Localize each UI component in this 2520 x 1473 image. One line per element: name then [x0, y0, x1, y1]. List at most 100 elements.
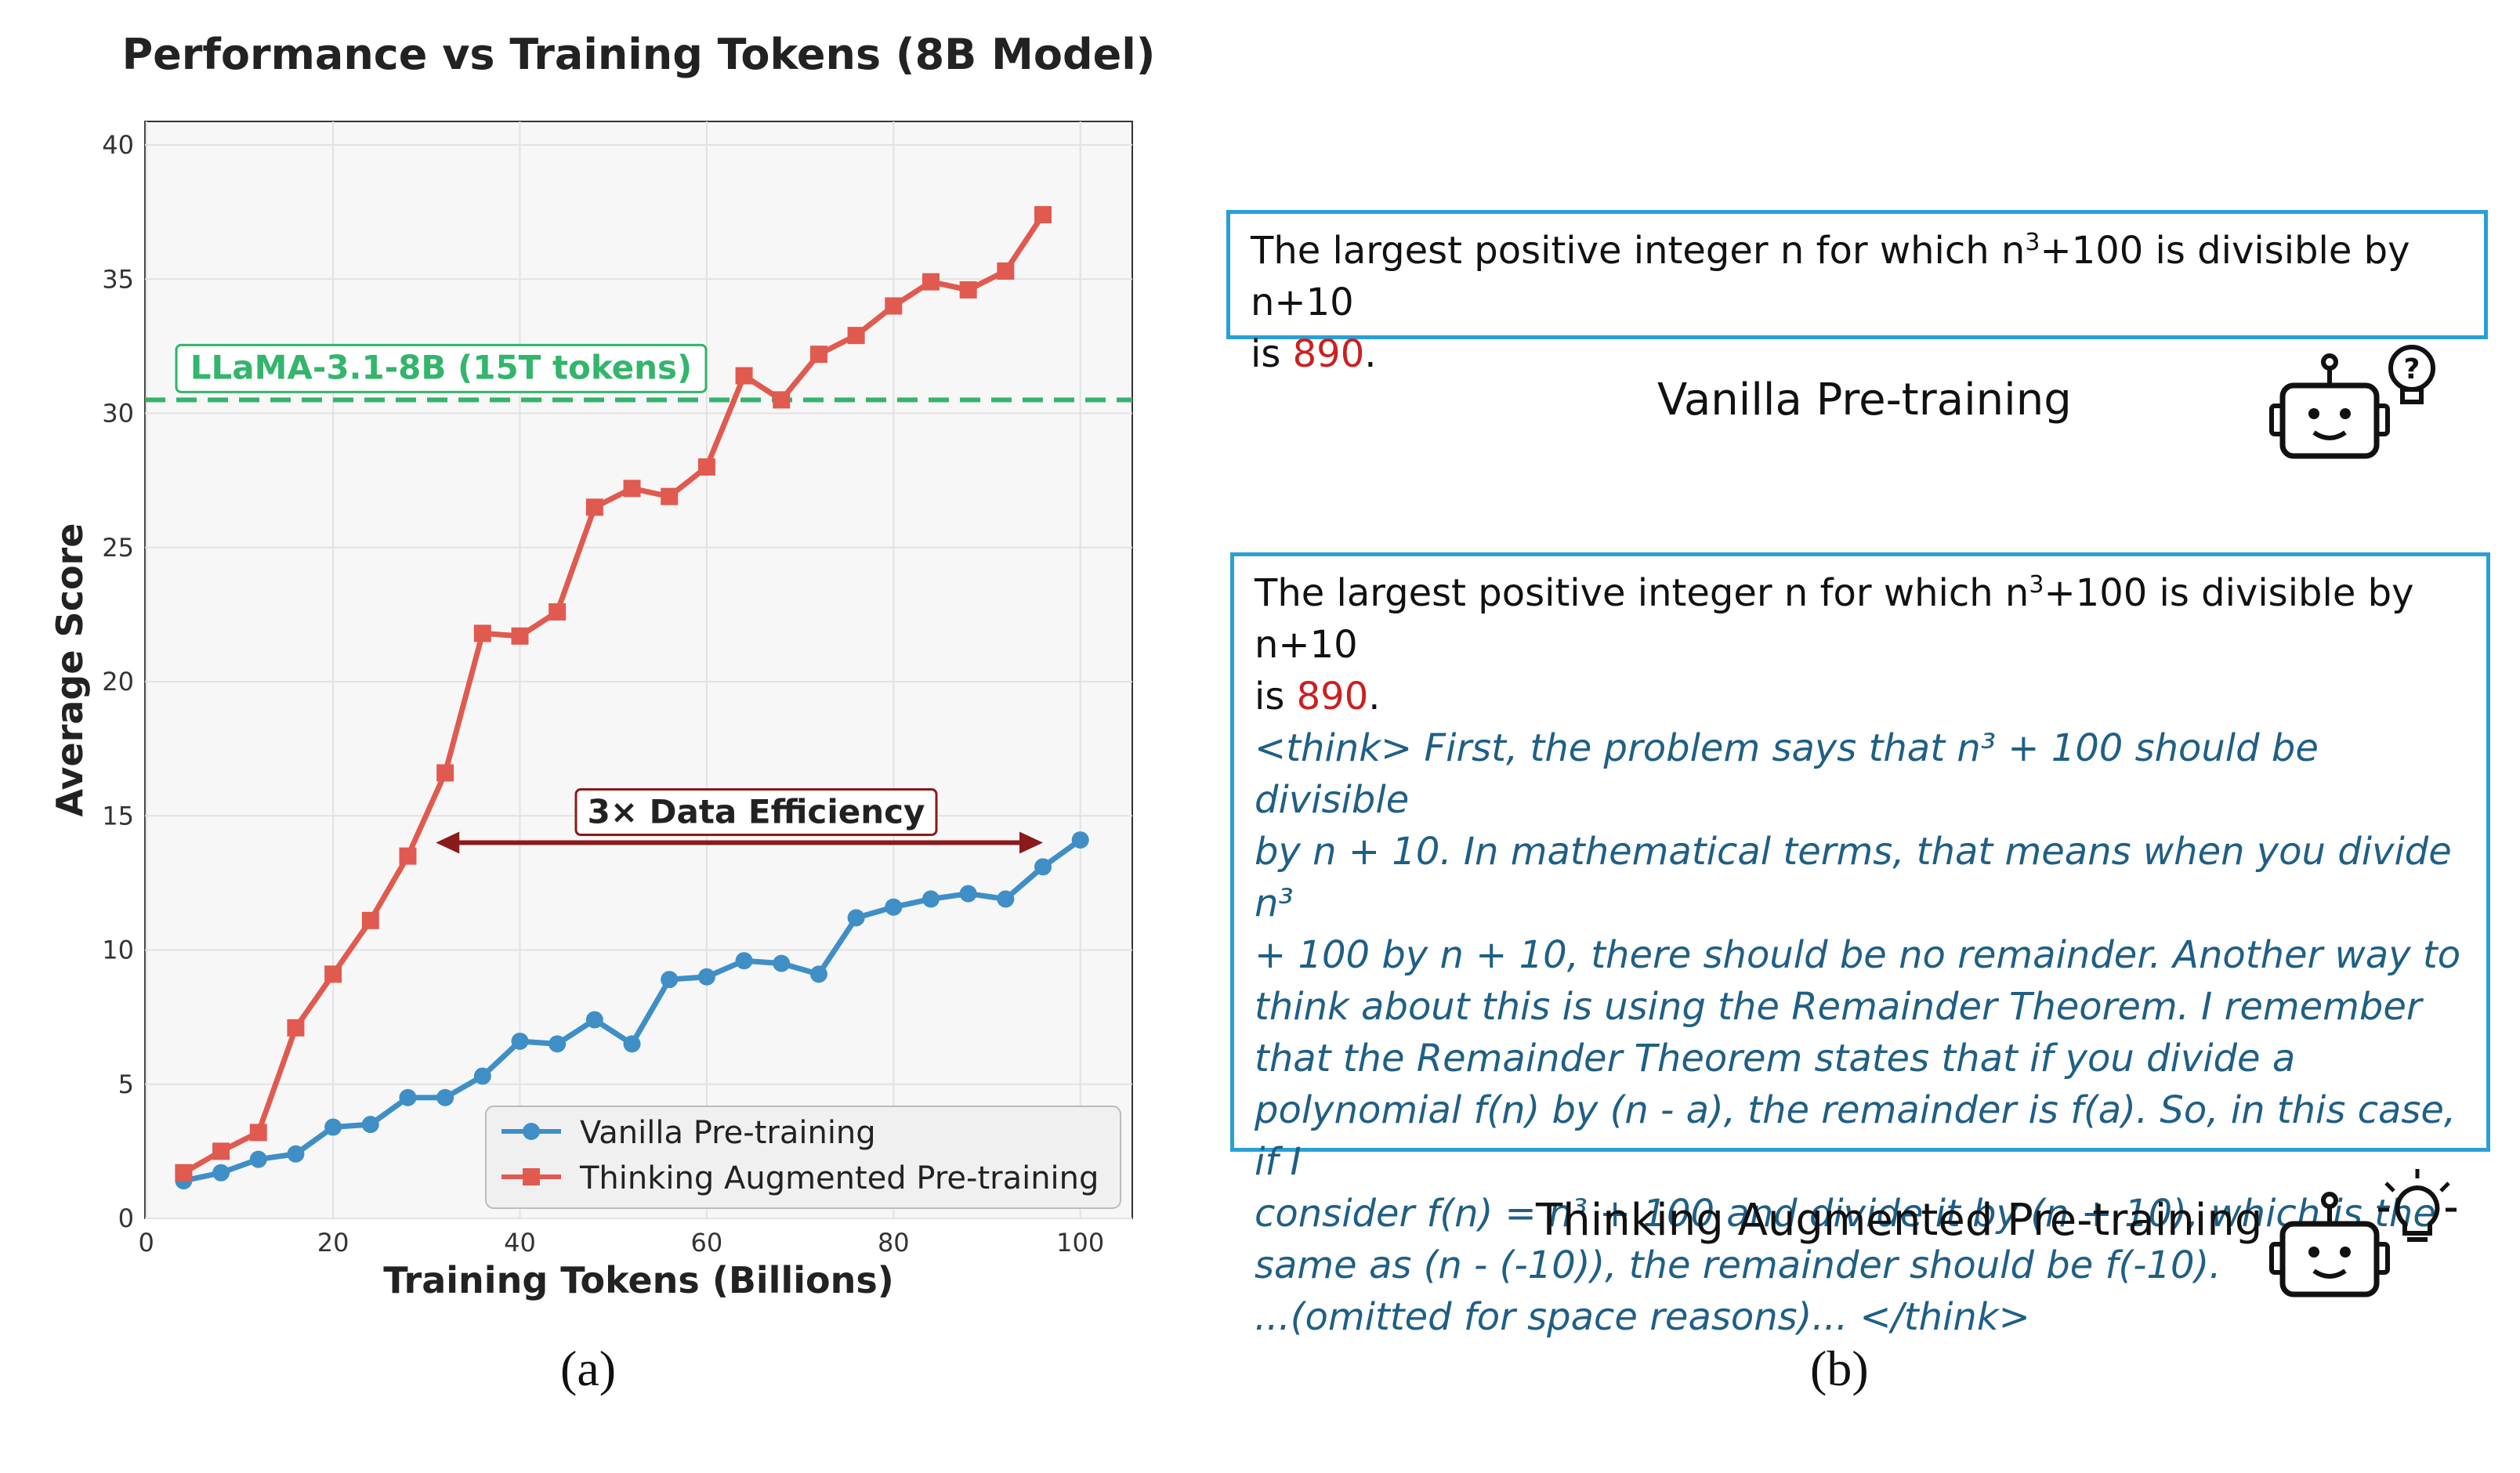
vanilla-answer: 890 [1292, 332, 1365, 376]
data-point-vanilla [511, 1032, 529, 1050]
data-point-vanilla [361, 1116, 379, 1134]
y-tick-label: 35 [102, 264, 134, 294]
vanilla-caption: Vanilla Pre-training [1657, 375, 2072, 425]
data-point-vanilla [735, 952, 753, 970]
think-line: polynomial f(n) by (n - a), the remainde… [1255, 1088, 2457, 1184]
data-point-thinking [735, 367, 753, 385]
vanilla-output-text: The largest positive integer n for which… [1251, 229, 2410, 376]
think-line: + 100 by n + 10, there should be no rema… [1255, 933, 2461, 977]
data-point-thinking [773, 391, 791, 409]
x-tick-label: 60 [691, 1228, 723, 1258]
data-point-vanilla [809, 965, 827, 983]
data-point-thinking [361, 911, 379, 929]
x-tick-label: 40 [504, 1228, 536, 1258]
robot-question-icon: ? [2269, 345, 2435, 459]
think-line: same as (n - (-10)), the remainder shoul… [1255, 1243, 2221, 1287]
data-point-vanilla [773, 954, 791, 972]
data-point-vanilla [921, 890, 940, 908]
svg-text:?: ? [2404, 353, 2420, 385]
panel-a-label: (a) [560, 1341, 617, 1396]
data-point-vanilla [697, 968, 715, 986]
reference-line-group: LLaMA-3.1-8B (15T tokens) [145, 343, 1132, 403]
y-tick-label: 20 [102, 667, 134, 697]
grid [145, 121, 1132, 1219]
data-point-thinking [212, 1142, 230, 1160]
legend-vanilla-label: Vanilla Pre-training [580, 1115, 876, 1151]
data-point-vanilla [585, 1011, 603, 1029]
thinking-caption: Thinking Augmented Pre-training [1536, 1195, 2263, 1246]
y-tick-label: 5 [118, 1069, 134, 1099]
data-point-vanilla [473, 1067, 491, 1085]
x-tick-label: 80 [878, 1228, 910, 1258]
data-point-vanilla [399, 1088, 417, 1106]
think-line: consider f(n) = n³ + 100 and divide it b… [1255, 1192, 2436, 1236]
x-tick-label: 20 [317, 1228, 349, 1258]
data-point-thinking [399, 847, 417, 865]
annotation-group: 3× Data Efficiency [436, 788, 1044, 854]
data-point-vanilla [1071, 831, 1089, 849]
legend-thinking-label: Thinking Augmented Pre-training [579, 1160, 1099, 1196]
y-tick-label: 15 [102, 801, 134, 831]
x-axis-label: Training Tokens (Billions) [383, 1259, 894, 1301]
performance-chart: Performance vs Training Tokens (8B Model… [49, 30, 1156, 1301]
data-point-thinking [809, 346, 827, 364]
data-point-vanilla [959, 885, 977, 903]
series-group [175, 206, 1089, 1190]
think-line: <think> First, the problem says that n³ … [1255, 726, 2319, 822]
data-point-vanilla [436, 1088, 454, 1106]
data-point-vanilla [997, 890, 1015, 908]
data-point-thinking [997, 262, 1015, 280]
data-point-vanilla [847, 909, 865, 927]
axes: 0 20 40 60 80 100 0 5 10 15 20 25 30 35 40 [102, 130, 1104, 1258]
legend: Vanilla Pre-training Thinking Augmented … [485, 1106, 1121, 1209]
data-point-thinking [661, 487, 679, 505]
data-point-vanilla [324, 1118, 342, 1136]
think-line: think about this is using the Remainder … [1255, 985, 2422, 1029]
y-tick-label: 0 [118, 1203, 134, 1233]
think-line: that the Remainder Theorem states that i… [1255, 1037, 2296, 1080]
data-point-thinking [175, 1164, 193, 1182]
y-tick-label: 40 [102, 130, 134, 160]
efficiency-arrow-right-head [1019, 831, 1044, 854]
efficiency-label-box [574, 788, 938, 836]
think-line: by n + 10. In mathematical terms, that m… [1255, 830, 2452, 925]
thinking-output-box: The largest positive integer n for which… [1230, 552, 2490, 1339]
data-point-vanilla [661, 971, 679, 989]
data-point-thinking [885, 297, 903, 315]
y-tick-label: 10 [102, 936, 134, 965]
data-point-vanilla [287, 1145, 305, 1163]
data-point-thinking [697, 458, 715, 476]
reference-line-label: LLaMA-3.1-8B (15T tokens) [190, 348, 693, 386]
data-point-thinking [623, 480, 641, 498]
vanilla-output-box: The largest positive integer n for which… [1226, 210, 2488, 376]
data-point-thinking [436, 764, 454, 782]
data-point-vanilla [212, 1164, 230, 1182]
x-tick-label: 0 [139, 1228, 154, 1258]
thinking-output-text: The largest positive integer n for which… [1255, 571, 2414, 718]
thinking-trace: <think> First, the problem says that n³ … [1255, 722, 2466, 1343]
legend-thinking-marker [523, 1168, 540, 1185]
legend-vanilla-marker [523, 1123, 540, 1140]
data-point-vanilla [249, 1150, 267, 1168]
data-point-vanilla [885, 898, 903, 916]
plot-area [144, 121, 1133, 1219]
data-point-thinking [324, 965, 342, 983]
robot-lightbulb-icon [2269, 1169, 2457, 1297]
data-point-thinking [585, 498, 603, 516]
data-point-vanilla [1034, 858, 1052, 876]
efficiency-label: 3× Data Efficiency [588, 793, 925, 831]
data-point-thinking [511, 627, 529, 645]
data-point-thinking [473, 624, 491, 642]
y-axis-label: Average Score [49, 523, 91, 817]
think-line: ...(omitted for space reasons)... </thin… [1255, 1295, 2030, 1339]
data-point-vanilla [549, 1035, 567, 1053]
x-tick-label: 100 [1056, 1228, 1104, 1258]
y-tick-label: 25 [102, 533, 134, 563]
chart-title: Performance vs Training Tokens (8B Model… [122, 30, 1156, 79]
thinking-answer: 890 [1296, 675, 1369, 718]
data-point-vanilla [623, 1035, 641, 1053]
data-point-thinking [249, 1124, 267, 1142]
data-point-thinking [287, 1019, 305, 1037]
efficiency-arrow-left-head [436, 831, 460, 854]
data-point-thinking [549, 603, 567, 621]
